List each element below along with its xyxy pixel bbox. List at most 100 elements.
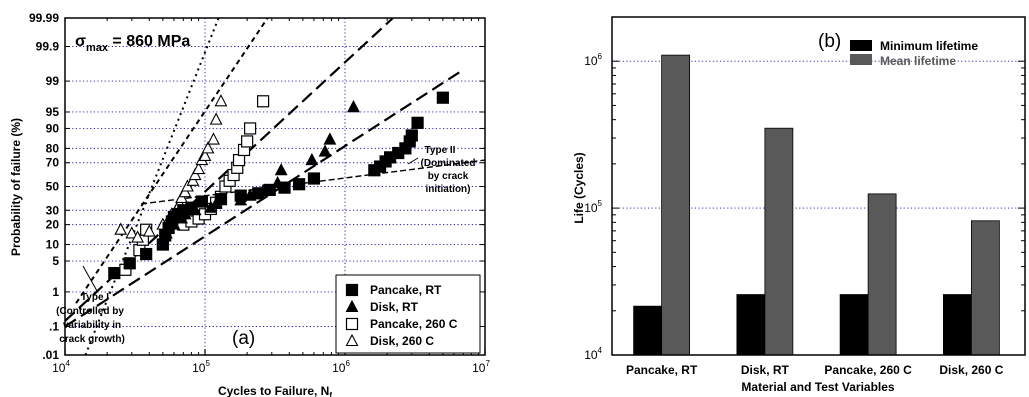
chart-b-xlabel: Material and Test Variables: [741, 380, 895, 394]
chart-a-annotation-type1-line3: variability in: [63, 320, 121, 331]
point-disk-rt: [305, 152, 319, 166]
legend-marker-disk-rt: [345, 299, 359, 313]
x-category-label: Pancake, RT: [626, 363, 698, 377]
y-tick-label: 105: [584, 199, 602, 215]
bar-mean-lifetime: [970, 220, 1000, 356]
point-pancake-rt: [436, 91, 449, 104]
point-disk-rt: [178, 207, 192, 220]
bar-minimum-lifetime: [736, 294, 766, 356]
legend-label-mean-lifetime: Mean lifetime: [880, 54, 956, 68]
chart-a-annotation-type2-line1: Type II: [425, 145, 456, 156]
chart-a-xlabel: Cycles to Failure, Nf: [218, 384, 332, 397]
x-category-label: Disk, RT: [741, 363, 790, 377]
point-pancake-rt: [108, 266, 121, 280]
chart-b-x-ticks: Pancake, RT Disk, RT Pancake, 260 C Disk, 2…: [626, 363, 1004, 377]
point-pancake-260-c: [241, 135, 254, 148]
point-disk-260-c: [142, 224, 156, 237]
y-tick-label: 50: [46, 180, 60, 194]
chart-a-annotation-type2-line4: initiation): [426, 184, 471, 195]
legend-label-disk-rt: Disk, RT: [370, 300, 419, 314]
chart-a-points: [108, 91, 449, 280]
chart-b-y-ticks: 104 105 106: [584, 16, 1025, 362]
point-disk-rt: [188, 203, 202, 216]
x-tick-label: 105: [192, 359, 210, 375]
chart-b-panel-label: (b): [818, 31, 841, 52]
point-disk-rt: [271, 175, 285, 189]
chart-a-annotation-type1-line1: Type I: [81, 292, 109, 303]
legend-label-minimum-lifetime: Minimum lifetime: [880, 39, 978, 53]
point-pancake-260-c: [256, 95, 270, 108]
x-tick-label: 106: [332, 359, 350, 375]
point-disk-rt: [167, 217, 181, 230]
point-disk-rt: [209, 196, 223, 210]
legend-marker-disk-260-c: [345, 333, 359, 347]
chart-a-annotation-type1-line4: crack growth): [59, 334, 125, 345]
chart-b-ylabel: Life (Cycles): [572, 152, 586, 223]
point-disk-260-c: [192, 161, 206, 175]
chart-a-annotation-sigma: σmax = 860 MPa: [75, 33, 190, 54]
y-tick-label: 30: [46, 203, 60, 217]
y-tick-label: .1: [49, 320, 59, 334]
y-tick-label: 80: [46, 141, 60, 155]
point-pancake-rt: [292, 178, 306, 191]
point-disk-260-c: [188, 167, 202, 181]
point-disk-rt: [347, 99, 360, 113]
legend-label-pancake-rt: Pancake, RT: [370, 283, 442, 297]
legend-label-disk-260-c: Disk, 260 C: [370, 334, 434, 348]
point-disk-rt: [234, 193, 248, 206]
y-tick-label: 106: [584, 52, 602, 68]
legend-marker-pancake-260-c: [345, 317, 359, 331]
x-tick-label: 107: [472, 359, 490, 375]
legend-label-pancake-260-c: Pancake, 260 C: [370, 317, 458, 331]
point-pancake-260-c: [232, 153, 246, 167]
x-tick-label: 104: [52, 359, 70, 375]
chart-a-ylabel: Probability of failure (%): [9, 118, 23, 256]
y-tick-label: 95: [46, 105, 60, 119]
point-disk-260-c: [214, 94, 228, 107]
point-disk-rt: [256, 183, 270, 197]
legend-marker-pancake-rt: [345, 283, 359, 297]
point-disk-260-c: [201, 141, 215, 154]
point-disk-260-c: [114, 222, 128, 235]
chart-b-bars: [633, 54, 1000, 356]
y-tick-label: 104: [584, 346, 602, 362]
y-tick-label: 5: [52, 254, 59, 268]
bar-mean-lifetime: [764, 127, 794, 356]
y-tick-label: 99.99: [29, 11, 59, 25]
y-tick-label: 1: [52, 285, 59, 299]
bar-mean-lifetime: [867, 193, 897, 356]
chart-b-frame: [611, 16, 1026, 356]
y-tick-label: 10: [46, 238, 60, 252]
bar-minimum-lifetime: [942, 294, 972, 356]
chart-a-annotation-type1-pointer: [82, 265, 98, 292]
point-disk-rt: [243, 188, 257, 201]
y-tick-label: 20: [46, 218, 60, 232]
chart-a-legend: Pancake, RT Disk, RT Pancake, 260 C Disk, 2…: [335, 274, 481, 354]
bar-mean-lifetime: [661, 54, 691, 356]
point-disk-rt: [274, 163, 288, 176]
chart-a-x-ticks: 104 105 106 107: [52, 18, 490, 375]
x-category-label: Pancake, 260 C: [824, 363, 912, 377]
point-disk-260-c: [131, 230, 145, 243]
fit-line-short-dash: [75, 18, 269, 304]
point-pancake-rt: [195, 195, 208, 208]
bar-minimum-lifetime: [839, 294, 869, 356]
legend-swatch-minimum-lifetime: [850, 40, 872, 51]
point-pancake-rt: [411, 116, 424, 129]
y-tick-label: 70: [46, 156, 60, 170]
point-pancake-rt: [123, 257, 136, 270]
bar-minimum-lifetime: [633, 305, 663, 356]
point-disk-rt: [159, 226, 173, 239]
chart-a-panel-label: (a): [232, 328, 255, 349]
point-disk-260-c: [209, 112, 223, 125]
point-disk-260-c: [125, 226, 139, 239]
chart-a-annotation-type2-pointer: [407, 157, 419, 165]
point-disk-rt: [318, 144, 332, 157]
fit-line-long-dash: [65, 18, 394, 322]
legend-swatch-mean-lifetime: [850, 54, 872, 65]
point-pancake-260-c: [244, 122, 257, 135]
y-tick-label: 99: [46, 74, 60, 88]
